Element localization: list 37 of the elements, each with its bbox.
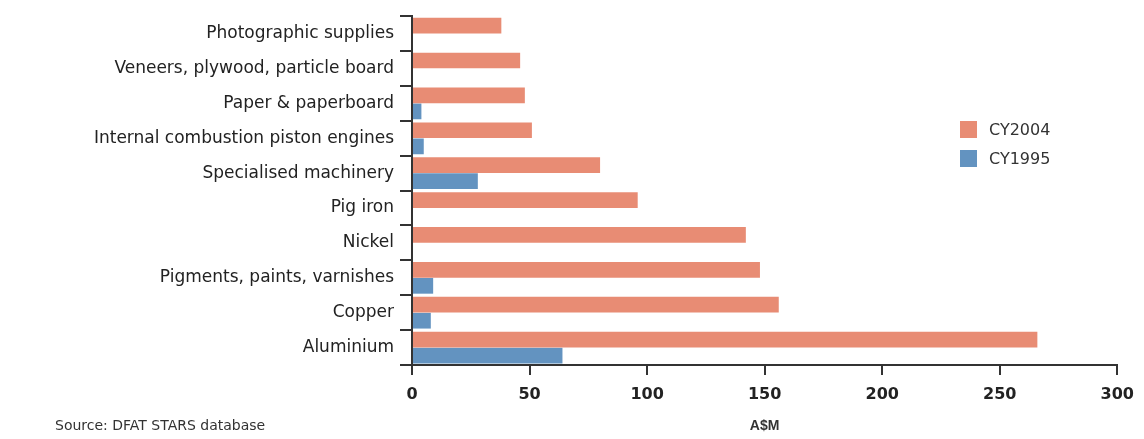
x-tick-label: 200 [865,383,899,403]
legend-label: CY2004 [989,120,1051,139]
bar [413,138,424,155]
y-tick-label: Nickel [342,231,394,252]
bar [413,277,434,294]
x-tick-label: 300 [1100,383,1134,403]
x-tick-label: 0 [406,383,418,403]
y-tick-label: Copper [332,301,394,322]
bar [413,347,563,364]
bar [413,296,779,313]
legend-label: CY1995 [989,149,1051,168]
bar [413,52,521,69]
bar [413,157,601,173]
bar [413,331,1038,348]
source-note: Source: DFAT STARS database [55,417,266,433]
y-tick-label: Paper & paperboard [223,91,394,112]
y-tick-label: Pigments, paints, varnishes [159,266,395,287]
y-tick-label: Specialised machinery [202,161,394,182]
bar [413,227,746,243]
bar [413,122,532,139]
bar [413,87,525,104]
y-tick-label: Aluminium [302,335,394,356]
bar [413,103,422,120]
x-tick-label: 250 [983,383,1017,403]
x-axis-title: A$M [749,417,780,434]
bar [413,261,760,278]
bar [413,312,431,329]
bar [413,192,638,208]
y-tick-label: Pig iron [330,196,394,217]
x-tick-label: 100 [630,383,664,403]
bar [413,173,478,190]
y-tick-label: Internal combustion piston engines [93,126,395,147]
y-tick-label: Veneers, plywood, particle board [114,56,394,77]
x-tick-label: 50 [518,383,541,403]
bar [413,17,502,34]
y-tick-label: Photographic supplies [206,22,395,43]
x-tick-label: 150 [747,383,782,403]
